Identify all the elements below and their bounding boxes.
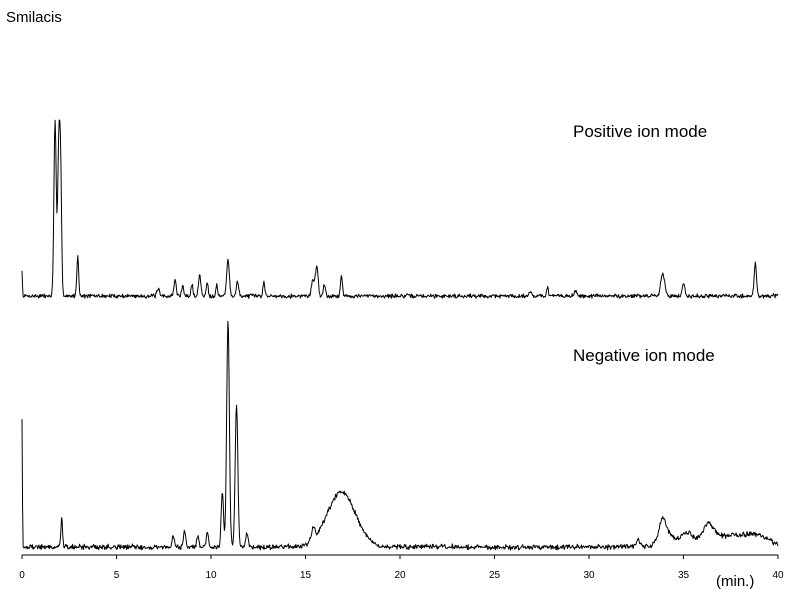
x-tick-label: 25 — [489, 570, 501, 581]
x-tick-label: 20 — [394, 570, 406, 581]
x-tick-label: 0 — [19, 570, 25, 581]
x-tick-label: 30 — [583, 570, 595, 581]
chart-title: Smilacis — [6, 9, 62, 26]
x-tick-label: 5 — [114, 570, 120, 581]
x-axis-unit-label: (min.) — [716, 573, 754, 590]
x-tick-label: 15 — [300, 570, 312, 581]
negative-ion-mode-label: Negative ion mode — [573, 346, 715, 365]
positive-ion-mode-label: Positive ion mode — [573, 122, 707, 141]
x-tick-label: 40 — [772, 570, 784, 581]
x-axis-ticks: 0 5 10 15 20 25 30 35 40 — [19, 555, 784, 581]
x-tick-label: 35 — [678, 570, 690, 581]
positive-ion-trace — [21, 119, 779, 299]
x-tick-label: 10 — [205, 570, 217, 581]
negative-ion-trace — [21, 320, 779, 551]
